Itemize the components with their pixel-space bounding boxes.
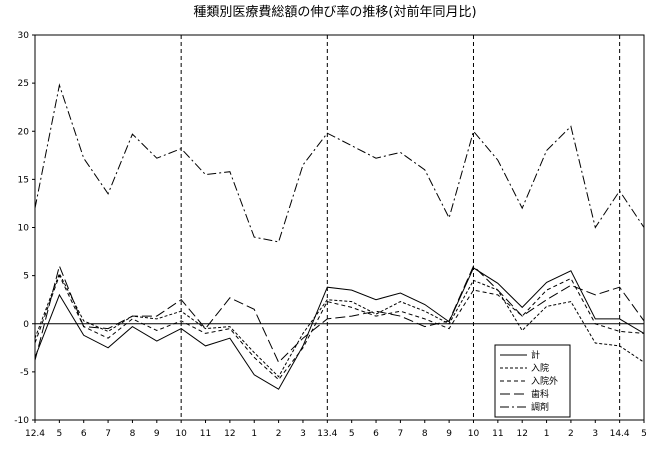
x-tick-label: 8 [422,429,428,439]
y-tick-label: -10 [14,416,29,426]
x-tick-label: 9 [154,429,160,439]
x-tick-label: 6 [81,429,87,439]
x-tick-label: 5 [641,429,647,439]
series-line [34,264,645,364]
y-tick-label: 0 [23,320,29,330]
vertical-markers [180,35,621,420]
x-tick-label: 6 [373,429,379,439]
x-tick-label: 12 [516,429,527,439]
legend-label: 入院 [531,362,549,374]
x-tick-label: 12 [224,429,235,439]
series-line [34,274,645,381]
x-tick-label: 1 [251,429,257,439]
x-tick-label: 13.4 [317,429,337,439]
x-tick-label: 10 [175,429,187,439]
x-tick-label: 9 [446,429,452,439]
series-line [34,267,645,390]
legend-label: 調剤 [531,401,549,413]
legend-label: 入院外 [531,375,558,387]
y-tick-label: 15 [18,175,29,185]
x-tick-label: 12.4 [25,429,45,439]
y-tick-label: 25 [18,79,29,89]
x-tick-label: 7 [105,429,111,439]
y-tick-label: -5 [20,368,29,378]
y-tick-label: 30 [18,31,30,41]
x-tick-label: 3 [300,429,306,439]
y-tick-label: 5 [23,272,29,282]
x-tick-label: 1 [544,429,550,439]
series-layer [34,83,645,390]
x-tick-label: 8 [130,429,136,439]
y-tick-label: 20 [18,127,30,137]
x-tick-label: 3 [592,429,598,439]
x-tick-label: 2 [568,429,574,439]
x-tick-label: 14.4 [610,429,630,439]
series-line [34,83,645,243]
x-tick-label: 11 [492,429,503,439]
legend-label: 歯科 [531,388,549,400]
x-tick-label: 5 [349,429,355,439]
x-tick-label: 2 [276,429,282,439]
legend-label: 計 [531,349,540,361]
x-tick-label: 5 [56,429,62,439]
x-tick-label: 10 [468,429,480,439]
chart-title: 種類別医療費総額の伸び率の推移(対前年同月比) [193,4,476,20]
x-tick-label: 11 [200,429,211,439]
y-tick-label: 10 [18,224,30,234]
x-tick-label: 7 [398,429,404,439]
